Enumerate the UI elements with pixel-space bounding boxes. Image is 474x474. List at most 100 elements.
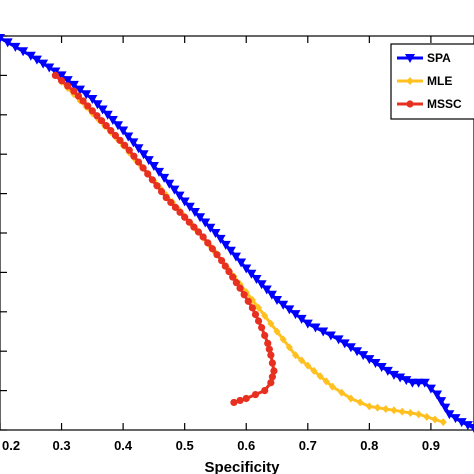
data-point-spa <box>97 105 108 115</box>
data-point-mssc <box>148 176 156 184</box>
data-point-spa <box>272 295 283 305</box>
data-point-spa <box>75 85 86 95</box>
data-point-mle <box>298 356 306 365</box>
data-point-spa <box>154 167 165 177</box>
data-point-mssc <box>232 279 240 287</box>
data-point-spa <box>159 173 170 183</box>
series-line-mssc <box>54 74 276 404</box>
data-point-spa <box>241 264 252 274</box>
data-point-spa <box>266 290 277 300</box>
data-point-spa <box>440 403 451 413</box>
data-point-mssc <box>51 71 60 79</box>
data-point-mssc <box>93 112 101 120</box>
data-point-spa <box>444 410 455 420</box>
y-axis-ticks <box>0 35 7 431</box>
data-point-mssc <box>171 203 180 211</box>
data-point-mle <box>356 398 364 407</box>
data-point-spa <box>81 90 92 100</box>
data-point-mle <box>304 361 312 370</box>
data-point-spa <box>395 373 406 383</box>
data-point-spa <box>31 55 42 65</box>
data-point-mssc <box>176 208 184 216</box>
data-point-mssc <box>121 141 129 149</box>
data-point-spa <box>184 202 195 212</box>
data-point-mle <box>261 311 269 320</box>
data-point-mssc <box>261 387 269 395</box>
data-point-spa <box>68 80 79 90</box>
data-point-mssc <box>57 77 66 85</box>
series-layer <box>0 33 474 434</box>
data-point-mssc <box>267 351 275 359</box>
data-point-mssc <box>268 359 276 367</box>
data-point-spa <box>92 100 103 110</box>
data-point-spa <box>205 223 216 233</box>
data-point-spa <box>358 351 369 361</box>
data-point-mssc <box>79 97 87 105</box>
data-point-spa <box>469 424 474 434</box>
data-point-spa <box>112 121 123 131</box>
data-point-mssc <box>111 131 120 140</box>
data-point-spa <box>174 191 185 201</box>
data-point-mle <box>279 335 287 344</box>
data-point-mssc <box>181 213 189 221</box>
data-point-spa <box>0 33 5 43</box>
data-point-spa <box>339 339 350 349</box>
data-point-mssc <box>242 394 250 403</box>
data-point-spa <box>148 162 159 172</box>
data-point-spa <box>318 327 329 337</box>
data-point-spa <box>290 310 301 320</box>
data-point-spa <box>195 213 206 223</box>
legend-label-mle: MLE <box>427 74 452 88</box>
data-point-mssc <box>74 92 83 100</box>
data-point-spa <box>325 331 336 341</box>
data-point-mle <box>255 303 263 312</box>
data-point-mle <box>398 407 406 416</box>
data-point-mssc <box>248 304 256 312</box>
data-point-mssc <box>236 284 244 292</box>
data-point-mle <box>415 410 423 419</box>
data-point-mle <box>347 394 355 403</box>
data-point-spa <box>2 38 13 48</box>
data-point-mssc <box>70 87 78 95</box>
data-point-mssc <box>265 345 273 353</box>
data-point-spa <box>138 150 149 160</box>
data-point-mssc <box>190 223 198 231</box>
x-axis-title: Specificity <box>204 459 280 474</box>
data-point-spa <box>118 126 129 136</box>
data-point-spa <box>302 319 313 329</box>
data-point-mssc <box>134 158 143 166</box>
x-tick-label: 0.2 <box>2 438 20 453</box>
data-point-mssc <box>261 331 269 340</box>
plot-area-frame <box>0 35 474 431</box>
data-point-mssc <box>139 164 147 172</box>
data-point-mssc <box>213 251 221 259</box>
data-point-mle <box>382 404 390 413</box>
x-tick-label: 0.9 <box>422 438 440 453</box>
data-point-spa <box>220 240 231 250</box>
data-point-mle <box>338 388 346 397</box>
series-mssc <box>51 71 278 407</box>
data-point-mssc <box>144 170 152 178</box>
x-tick-label: 0.5 <box>176 438 194 453</box>
data-point-spa <box>278 300 289 310</box>
data-point-spa <box>333 335 344 345</box>
data-point-mssc <box>64 82 72 90</box>
data-point-mle <box>328 382 336 391</box>
data-point-spa <box>401 376 412 386</box>
data-point-mssc <box>97 117 106 125</box>
data-point-mssc <box>84 102 92 110</box>
data-point-spa <box>310 323 321 333</box>
data-point-mssc <box>229 273 237 281</box>
data-point-spa <box>256 280 267 290</box>
data-point-mle <box>273 327 281 336</box>
data-point-spa <box>432 390 443 400</box>
data-point-spa <box>352 347 363 357</box>
x-axis-ticks: 0.2 0.3 0.4 0.5 0.6 0.7 0.8 0.9 <box>0 36 440 453</box>
data-point-mssc <box>230 398 238 407</box>
data-point-mssc <box>116 136 124 145</box>
data-point-spa <box>450 414 461 424</box>
data-point-spa <box>87 95 98 105</box>
data-point-spa <box>44 63 55 73</box>
data-point-spa <box>215 234 226 244</box>
